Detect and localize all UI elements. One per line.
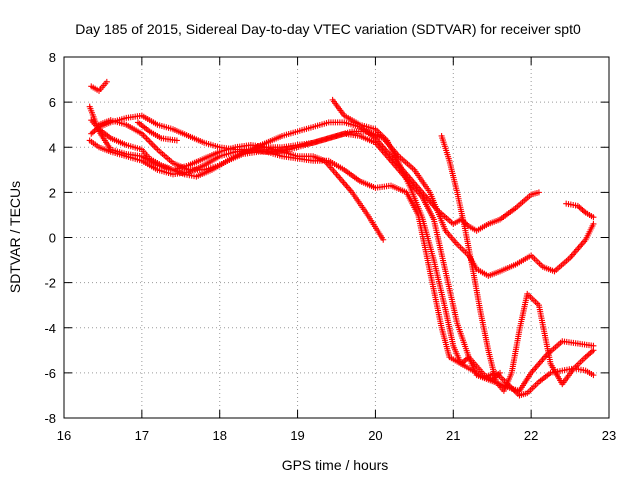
series-track-2 <box>86 137 597 399</box>
data-points <box>86 78 597 399</box>
x-tick-label: 18 <box>212 428 226 443</box>
y-tick-label: 2 <box>49 185 56 200</box>
data-point <box>103 78 110 85</box>
y-axis-label: SDTVAR / TECUs <box>7 181 23 293</box>
series-track-8 <box>329 96 503 383</box>
series-track-6 <box>88 78 110 94</box>
plot-frame <box>63 56 610 419</box>
x-tick-label: 16 <box>57 428 71 443</box>
x-tick-label: 23 <box>602 428 616 443</box>
y-tick-label: -6 <box>44 366 56 381</box>
data-point <box>380 236 387 243</box>
data-point <box>590 372 597 379</box>
series-track-4 <box>88 117 597 279</box>
y-tick-label: 0 <box>49 231 56 246</box>
series-track-7 <box>134 119 180 144</box>
x-axis-label: GPS time / hours <box>282 457 389 473</box>
data-point <box>590 347 597 354</box>
data-point <box>497 369 503 376</box>
series-track-9 <box>438 132 597 394</box>
series-track-10 <box>563 200 597 221</box>
gridlines <box>64 57 609 418</box>
data-point <box>173 137 180 144</box>
data-point <box>590 214 597 221</box>
series-track-5 <box>96 117 542 234</box>
y-tick-label: -8 <box>44 411 56 426</box>
y-tick-label: -2 <box>44 276 56 291</box>
data-point <box>590 220 597 227</box>
x-tick-label: 19 <box>290 428 304 443</box>
y-tick-label: 8 <box>49 50 56 65</box>
x-tick-label: 17 <box>135 428 149 443</box>
y-tick-label: 4 <box>49 140 56 155</box>
chart-title: Day 185 of 2015, Sidereal Day-to-day VTE… <box>75 21 581 37</box>
y-tick-label: -4 <box>44 321 56 336</box>
x-tick-label: 22 <box>524 428 538 443</box>
x-tick-label: 20 <box>368 428 382 443</box>
y-tick-label: 6 <box>49 95 56 110</box>
x-tick-label: 21 <box>446 428 460 443</box>
series-track-1 <box>86 103 387 243</box>
data-point <box>535 189 542 196</box>
axis-ticks: 16 17 18 19 20 21 22 23 -8 -6 -4 -2 0 2 4 6 8 <box>44 50 616 443</box>
